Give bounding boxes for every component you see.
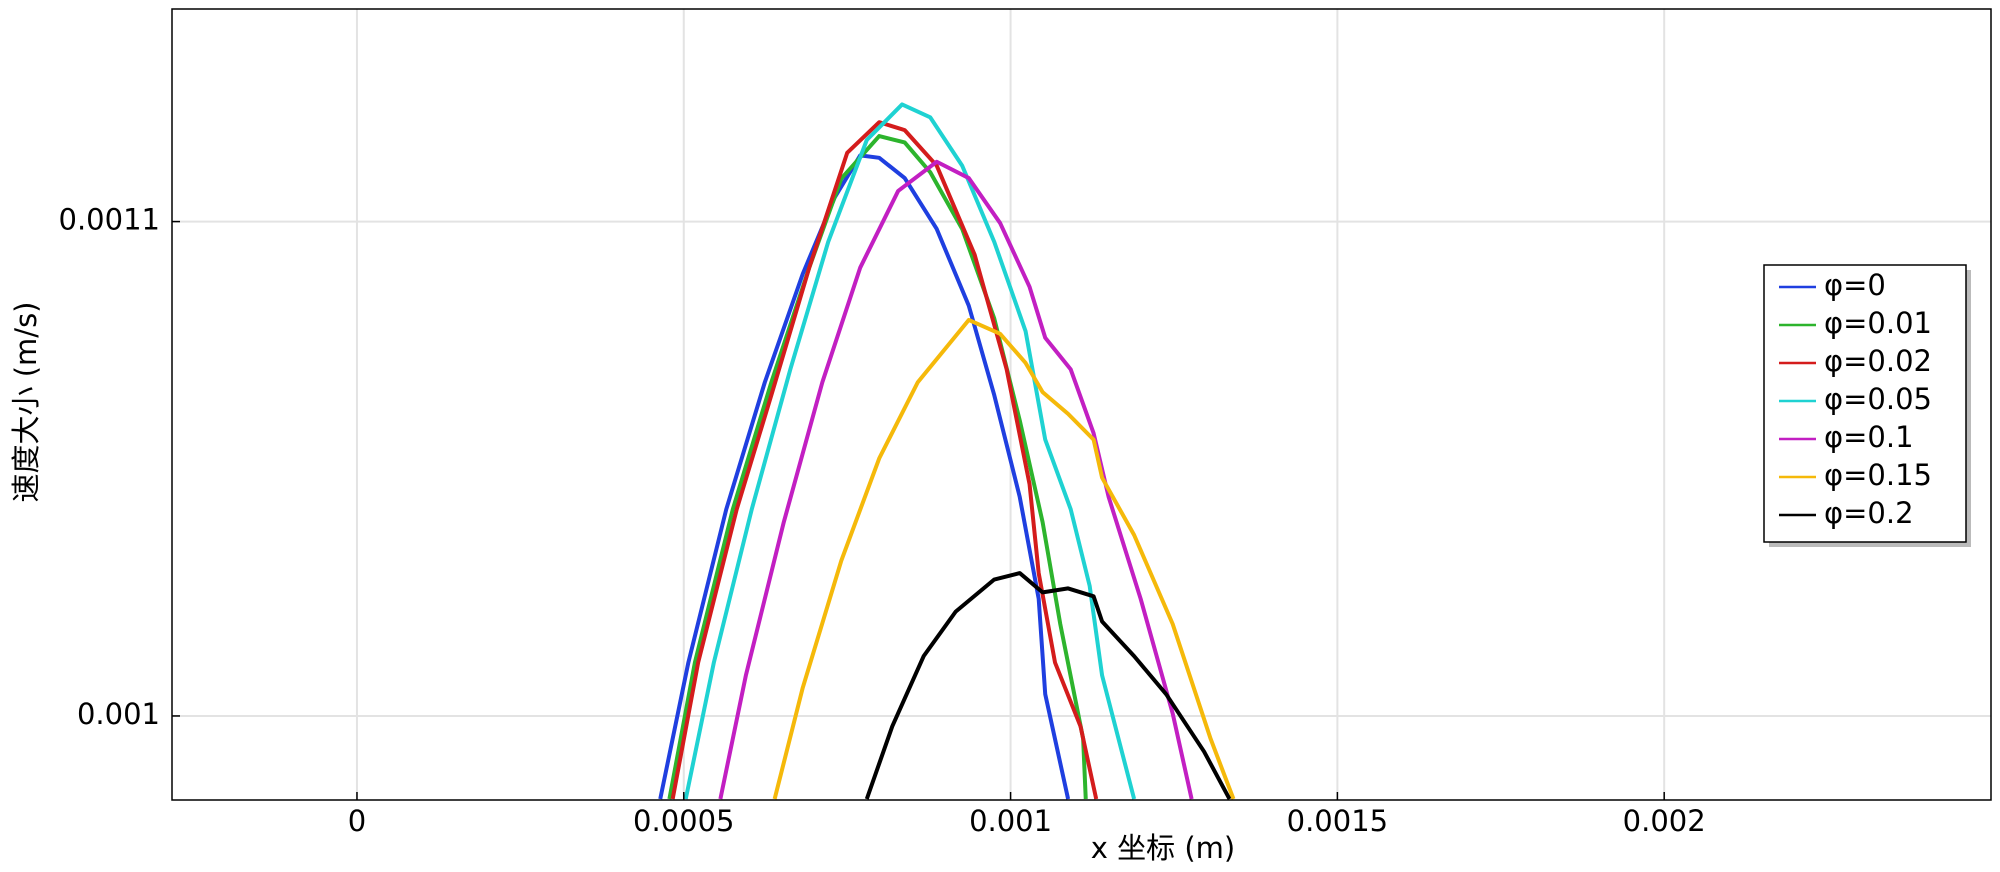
x-tick-label: 0.0015 <box>1287 804 1388 838</box>
x-tick-label: 0.0005 <box>633 804 734 838</box>
legend-box <box>1763 264 1967 543</box>
legend-label: φ=0.15 <box>1824 458 1932 492</box>
data-line <box>667 134 1088 800</box>
y-axis-label: 速度大小 (m/s) <box>9 302 43 503</box>
legend-label: φ=0.01 <box>1824 306 1932 340</box>
legend-label: φ=0.1 <box>1824 420 1914 454</box>
data-line <box>772 317 1236 800</box>
data-line <box>683 102 1137 800</box>
data-line <box>670 120 1099 800</box>
x-axis-label: x 坐标 (m) <box>1091 831 1235 865</box>
data-line <box>864 571 1232 800</box>
data-line <box>718 159 1194 800</box>
x-tick-label: 0 <box>348 804 366 838</box>
legend-label: φ=0.2 <box>1824 496 1914 530</box>
data-line <box>658 153 1071 800</box>
plot-lines <box>658 102 1236 800</box>
grid <box>172 9 1991 800</box>
x-tick-label: 0.001 <box>969 804 1052 838</box>
legend-label: φ=0 <box>1824 268 1886 302</box>
y-tick-label: 0.0011 <box>59 203 160 237</box>
plot-frame <box>171 8 1992 801</box>
y-tick-label: 0.001 <box>77 697 160 731</box>
legend-label: φ=0.05 <box>1824 382 1932 416</box>
x-tick-label: 0.002 <box>1623 804 1706 838</box>
legend-label: φ=0.02 <box>1824 344 1932 378</box>
legend: φ=0 φ=0.01 φ=0.02 φ=0.05 φ=0.1 φ=0.15 φ=0.2 <box>1763 264 1971 547</box>
